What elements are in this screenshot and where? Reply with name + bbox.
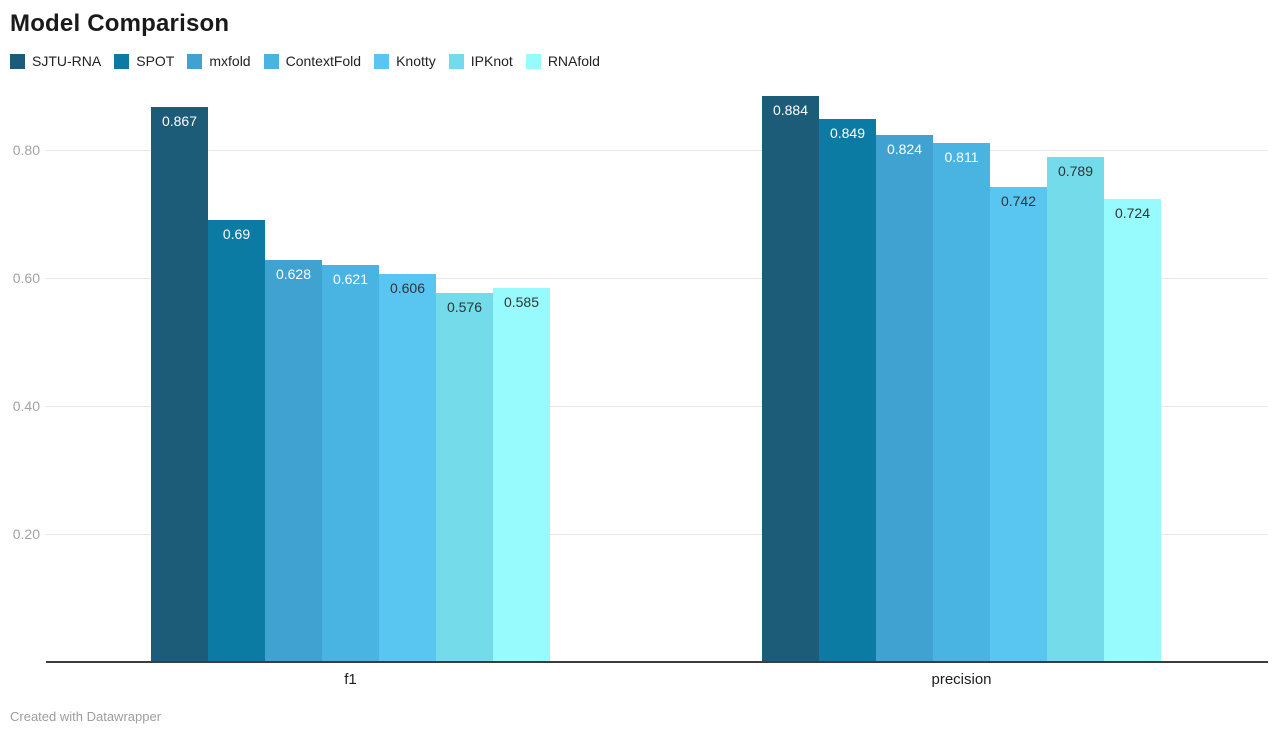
x-axis-line [46,661,1268,663]
gridline-0.60 [46,278,1268,279]
bar-value-label: 0.621 [332,271,369,287]
bar-contextfold-f1: 0.621 [322,265,379,662]
bar-value-label: 0.628 [275,266,312,282]
x-axis-category-label-f1: f1 [344,671,357,688]
legend-item-mxfold: mxfold [187,53,251,69]
legend-item-contextfold: ContextFold [263,53,362,69]
bar-spot-f1: 0.69 [208,220,265,662]
bar-value-label: 0.69 [222,226,251,242]
legend-item-spot: SPOT [114,53,174,69]
bar-value-label: 0.606 [389,280,426,296]
bar-value-label: 0.811 [944,149,979,165]
bar-ipknot-f1: 0.576 [436,293,493,662]
chart-title: Model Comparison [10,10,230,37]
bar-value-label: 0.849 [829,125,866,141]
gridline-0.20 [46,534,1268,535]
legend-label: SPOT [136,53,175,69]
bar-sjtu-rna-precision: 0.884 [762,96,819,662]
legend-swatch-icon [448,53,464,69]
gridline-0.80 [46,150,1268,151]
legend-swatch-icon [10,53,25,69]
bar-value-label: 0.585 [503,294,540,310]
bar-sjtu-rna-f1: 0.867 [151,107,208,662]
x-axis-category-label-precision: precision [931,671,992,688]
bar-rnafold-precision: 0.724 [1104,199,1161,662]
legend-label: SJTU-RNA [32,53,102,69]
bar-spot-precision: 0.849 [819,119,876,662]
legend-label: Knotty [396,53,436,69]
bar-ipknot-precision: 0.789 [1047,157,1104,662]
legend-label: mxfold [209,53,251,69]
bar-value-label: 0.724 [1114,205,1151,221]
legend-swatch-icon [374,53,390,69]
legend-label: IPKnot [470,53,513,69]
legend-swatch-icon [187,53,203,69]
legend-item-knotty: Knotty [374,53,436,69]
legend: SJTU-RNA SPOT mxfold ContextFold Knotty IPKno… [10,53,600,69]
bar-value-label: 0.867 [161,113,198,129]
bar-value-label: 0.789 [1057,163,1094,179]
bar-knotty-precision: 0.742 [990,187,1047,662]
attribution-text: Created with Datawrapper [10,709,162,724]
legend-item-rnafold: RNAfold [525,53,600,69]
bar-rnafold-f1: 0.585 [493,288,550,662]
bar-contextfold-precision: 0.811 [933,143,990,662]
y-axis-tick-label: 0.20 [12,526,40,542]
y-axis-tick-label: 0.40 [12,398,40,414]
bar-value-label: 0.742 [1000,193,1037,209]
gridline-0.40 [46,406,1268,407]
bar-mxfold-f1: 0.628 [265,260,322,662]
bar-value-label: 0.884 [772,102,809,118]
legend-item-sjtu-rna: SJTU-RNA [10,53,101,69]
bar-mxfold-precision: 0.824 [876,135,933,662]
legend-label: RNAfold [547,53,600,69]
y-axis-tick-label: 0.80 [12,142,40,158]
bar-value-label: 0.576 [446,299,483,315]
legend-swatch-icon [114,53,130,69]
legend-label: ContextFold [285,53,362,69]
legend-item-ipknot: IPKnot [448,53,513,69]
legend-swatch-icon [263,53,279,69]
bar-value-label: 0.824 [886,141,923,157]
y-axis-tick-label: 0.60 [12,270,40,286]
bar-knotty-f1: 0.606 [379,274,436,662]
legend-swatch-icon [525,53,541,69]
